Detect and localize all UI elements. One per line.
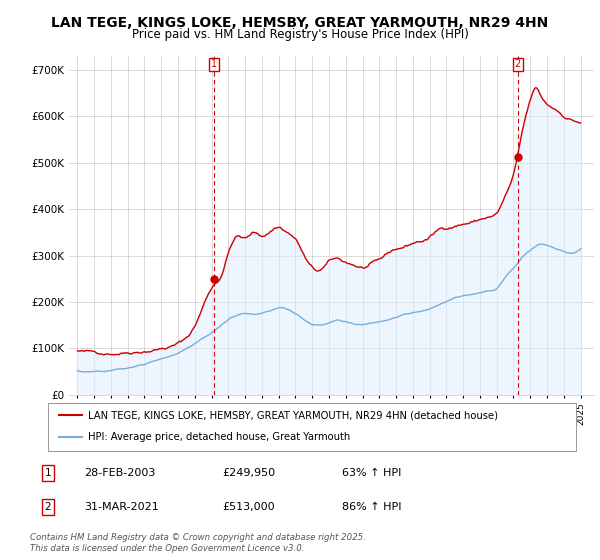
Text: 31-MAR-2021: 31-MAR-2021	[84, 502, 159, 512]
Text: HPI: Average price, detached house, Great Yarmouth: HPI: Average price, detached house, Grea…	[88, 432, 350, 442]
Text: LAN TEGE, KINGS LOKE, HEMSBY, GREAT YARMOUTH, NR29 4HN: LAN TEGE, KINGS LOKE, HEMSBY, GREAT YARM…	[52, 16, 548, 30]
Text: 2: 2	[44, 502, 52, 512]
Text: 1: 1	[44, 468, 52, 478]
Text: 28-FEB-2003: 28-FEB-2003	[84, 468, 155, 478]
Text: £249,950: £249,950	[222, 468, 275, 478]
Text: £513,000: £513,000	[222, 502, 275, 512]
Text: 63% ↑ HPI: 63% ↑ HPI	[342, 468, 401, 478]
Text: Contains HM Land Registry data © Crown copyright and database right 2025.
This d: Contains HM Land Registry data © Crown c…	[30, 533, 366, 553]
Text: 1: 1	[211, 59, 217, 69]
Text: Price paid vs. HM Land Registry's House Price Index (HPI): Price paid vs. HM Land Registry's House …	[131, 28, 469, 41]
Text: 86% ↑ HPI: 86% ↑ HPI	[342, 502, 401, 512]
Text: 2: 2	[515, 59, 521, 69]
Text: LAN TEGE, KINGS LOKE, HEMSBY, GREAT YARMOUTH, NR29 4HN (detached house): LAN TEGE, KINGS LOKE, HEMSBY, GREAT YARM…	[88, 410, 497, 420]
